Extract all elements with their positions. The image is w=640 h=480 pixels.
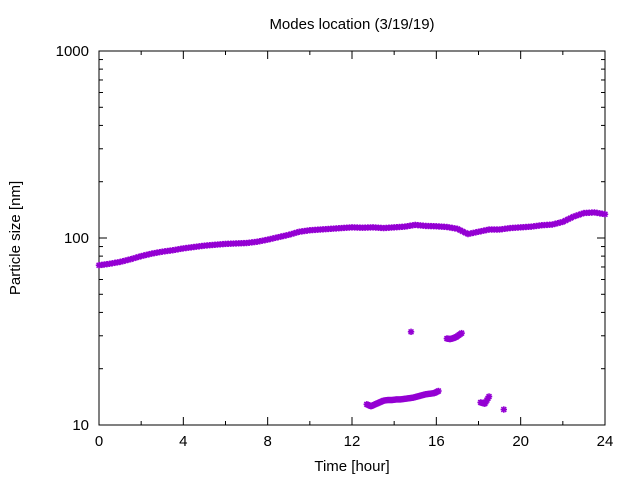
data-points bbox=[95, 209, 609, 413]
data-point-fill bbox=[272, 234, 279, 242]
data-point-fill bbox=[419, 222, 427, 229]
data-point-fill bbox=[546, 221, 553, 228]
data-point-fill bbox=[567, 214, 574, 222]
y-tick-label: 100 bbox=[64, 230, 89, 247]
data-point-fill bbox=[177, 245, 184, 253]
plot-border bbox=[98, 50, 606, 426]
data-point-fill bbox=[504, 225, 511, 232]
data-point-fill bbox=[514, 224, 522, 231]
x-tick-label: 16 bbox=[428, 433, 445, 450]
chart-title: Modes location (3/19/19) bbox=[269, 16, 434, 33]
data-point-fill bbox=[599, 210, 606, 217]
data-point-fill bbox=[484, 395, 492, 402]
x-tick-label: 0 bbox=[95, 433, 103, 450]
data-point-fill bbox=[314, 226, 321, 233]
data-point-fill bbox=[434, 388, 441, 395]
x-axis: 0 4 8 12 16 20 24 bbox=[95, 51, 614, 450]
data-point-fill bbox=[293, 229, 300, 236]
data-point-fill bbox=[457, 330, 464, 338]
data-point-fill bbox=[261, 236, 269, 244]
x-tick-label: 24 bbox=[597, 433, 614, 450]
data-point-fill bbox=[145, 251, 153, 258]
data-point-fill bbox=[556, 219, 564, 226]
data-point-fill bbox=[578, 210, 585, 218]
data-point-fill bbox=[398, 223, 406, 231]
data-point-fill bbox=[198, 242, 205, 250]
x-tick-label: 20 bbox=[512, 433, 529, 450]
x-tick-label: 12 bbox=[344, 433, 361, 450]
data-point-fill bbox=[451, 225, 458, 232]
data-point-fill bbox=[303, 227, 311, 234]
y-tick-label: 1000 bbox=[56, 43, 89, 60]
x-axis-label: Time [hour] bbox=[314, 458, 389, 475]
x-tick-label: 8 bbox=[263, 433, 271, 450]
data-point-fill bbox=[156, 248, 163, 256]
data-point-fill bbox=[472, 229, 480, 236]
y-tick-label: 10 bbox=[72, 417, 89, 434]
data-point-fill bbox=[166, 247, 174, 254]
plot-frame bbox=[98, 50, 606, 426]
data-point-fill bbox=[282, 232, 290, 239]
data-point-fill bbox=[251, 238, 258, 246]
data-point bbox=[500, 406, 507, 413]
data-point-fill bbox=[103, 260, 111, 268]
data-point-fill bbox=[135, 253, 142, 261]
data-point-fill bbox=[124, 256, 132, 264]
data-point-fill bbox=[462, 229, 469, 236]
data-point bbox=[407, 328, 415, 336]
y-axis-label: Particle size [nm] bbox=[7, 181, 24, 295]
data-point-fill bbox=[114, 259, 121, 266]
data-point-fill bbox=[430, 223, 437, 230]
data-point-fill bbox=[367, 224, 374, 231]
x-tick-label: 4 bbox=[179, 433, 187, 450]
data-point-fill bbox=[535, 222, 543, 229]
y-axis: 10 100 1000 bbox=[56, 43, 605, 434]
